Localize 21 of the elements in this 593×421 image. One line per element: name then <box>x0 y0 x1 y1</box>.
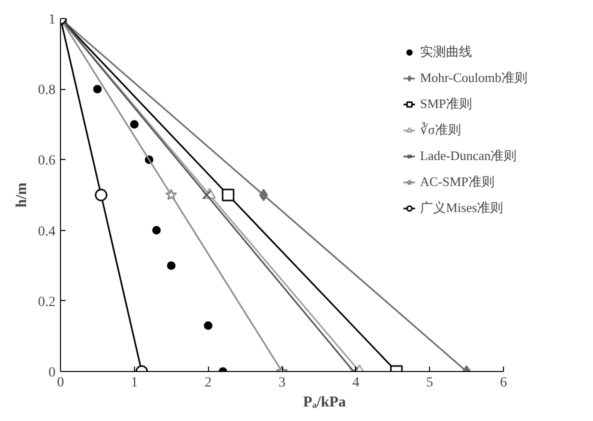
legend-label: SMP准则 <box>420 95 474 113</box>
legend-label: Mohr-Coulomb准则 <box>420 69 528 87</box>
x-tick-label: 3 <box>278 376 286 390</box>
legend-label: Lade-Duncan准则 <box>420 147 518 165</box>
x-axis-title: Pₐ/kPa <box>303 394 346 410</box>
legend-label: 实测曲线 <box>420 43 473 61</box>
y-tick-label: 0 <box>48 366 56 380</box>
x-tick-label: 6 <box>500 376 507 390</box>
y-tick-label: 0.4 <box>38 224 56 240</box>
legend-label: ∛σ准则 <box>420 121 462 139</box>
legend-label: 广义Mises准则 <box>420 199 504 217</box>
x-tick-label: 1 <box>130 376 138 390</box>
legend-label: AC-SMP准则 <box>420 173 496 191</box>
y-tick-label: 0.8 <box>38 83 56 98</box>
y-tick-label: 0.6 <box>38 154 56 169</box>
x-tick-label: 4 <box>352 376 360 390</box>
y-axis-title: h/m <box>14 182 30 208</box>
x-tick-label: 5 <box>426 376 434 390</box>
y-tick-label: 0.2 <box>38 294 56 310</box>
x-tick-label: 2 <box>204 376 212 390</box>
y-tick-label: 1 <box>48 12 56 28</box>
